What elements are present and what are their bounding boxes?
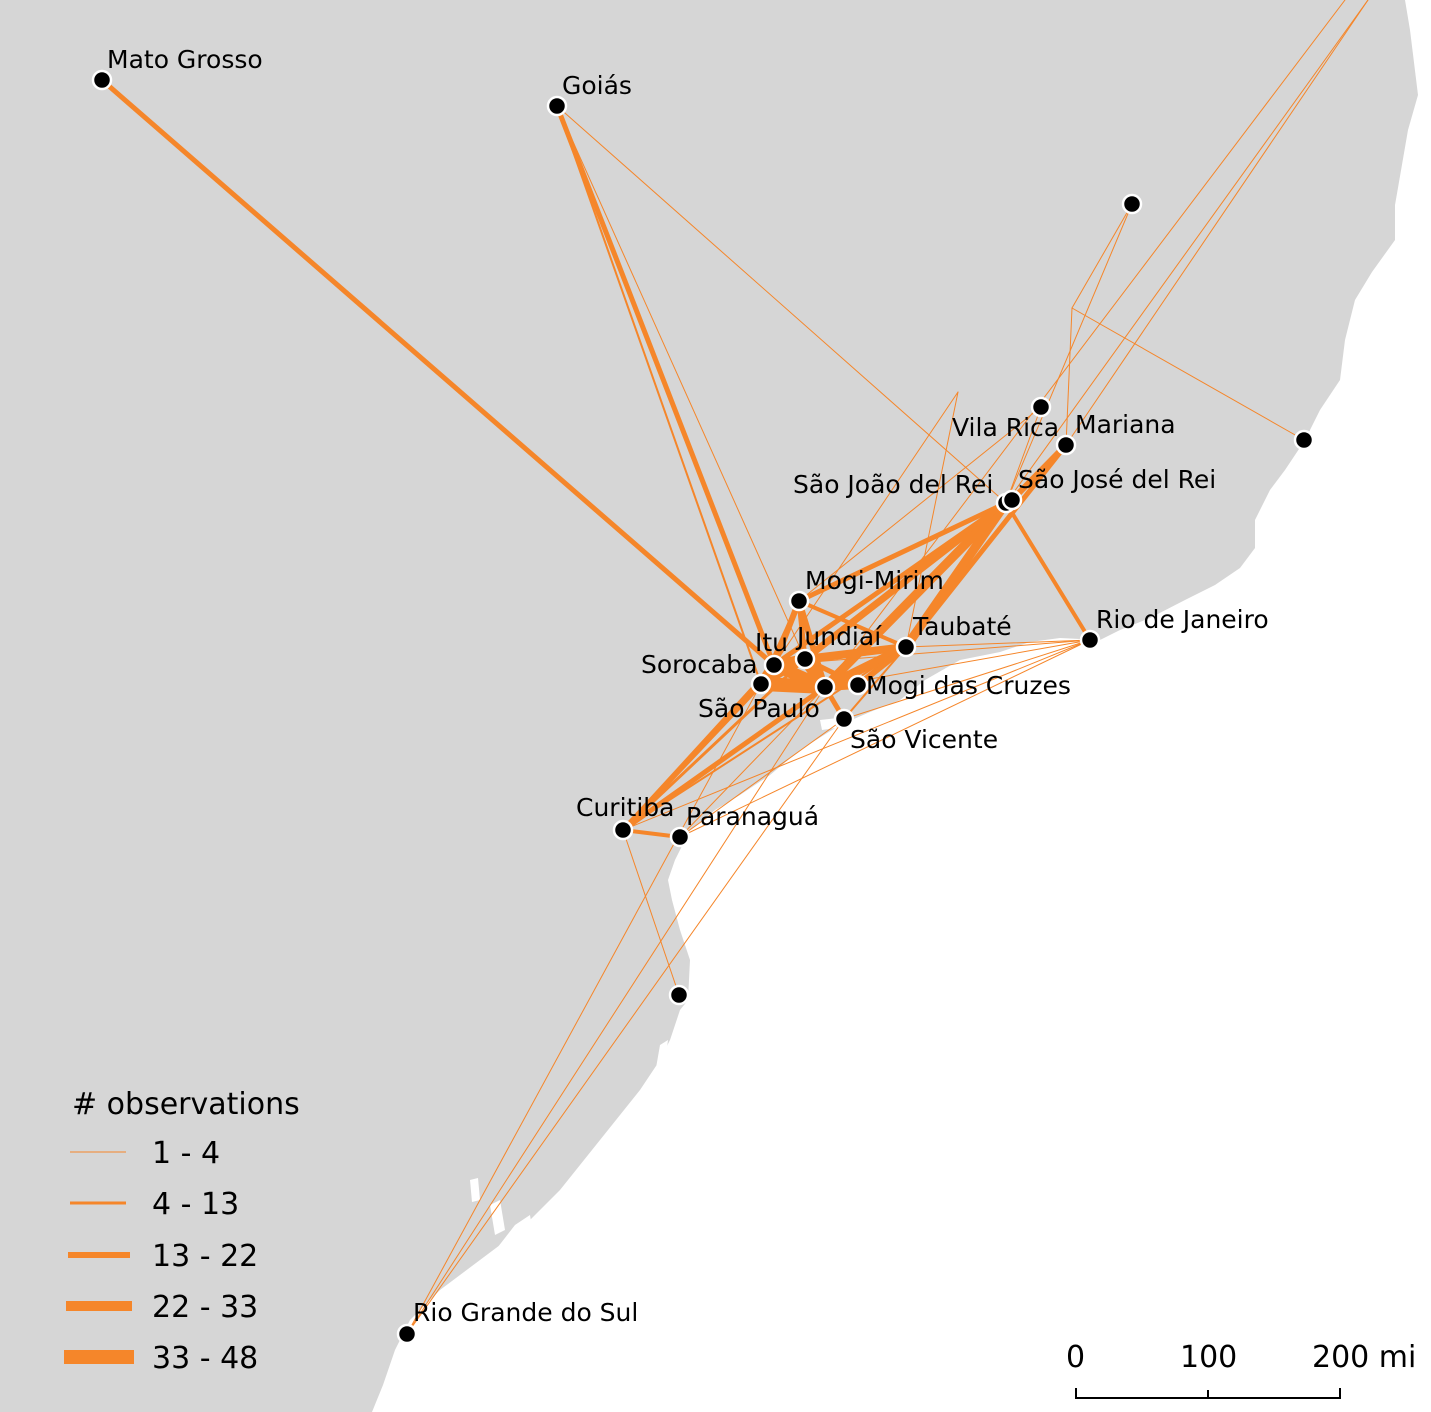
place-node-jundiai[interactable]: [794, 648, 816, 670]
flow-line: [903, 442, 1069, 650]
flow-line: [1005, 406, 1042, 504]
lagoon: [470, 1178, 480, 1202]
place-node-unlabeled-e[interactable]: [1293, 429, 1315, 451]
flow-line: [1071, 203, 1133, 309]
scale-bar: 0 100 200 mi: [1066, 1340, 1416, 1399]
place-node-sao-paulo[interactable]: [814, 676, 836, 698]
flow-line: [1004, 501, 1092, 642]
flow-line: [820, 642, 911, 692]
legend-label-1: 1 - 4: [152, 1136, 220, 1171]
flow-line: [824, 0, 1346, 688]
flow-line: [905, 639, 1091, 648]
place-node-curitiba[interactable]: [612, 819, 634, 841]
legend: # observations 1 - 4 4 - 13 13 - 22 22 -…: [64, 1087, 300, 1376]
flow-line: [621, 657, 807, 832]
flow-line: [406, 718, 845, 1335]
flow-line: [622, 639, 1091, 831]
legend-title: # observations: [72, 1087, 300, 1122]
scale-tick-0: 0: [1066, 1340, 1085, 1375]
place-node-mariana[interactable]: [1055, 434, 1077, 456]
place-node-rio-grande-do-sul[interactable]: [396, 1323, 418, 1345]
scale-tick-200: 200 mi: [1312, 1340, 1416, 1375]
flow-line: [556, 105, 806, 660]
flow-line: [1005, 0, 1369, 504]
flow-line: [679, 686, 826, 838]
legend-label-2: 4 - 13: [152, 1187, 239, 1222]
legend-label-4: 22 - 33: [152, 1290, 258, 1325]
place-label-mariana: Mariana: [1075, 410, 1176, 439]
place-labels: Mato Grosso Goiás Vila Rica Mariana São João…: [107, 45, 1269, 1327]
flow-line: [1065, 0, 1369, 446]
place-label-rio-de-janeiro: Rio de Janeiro: [1096, 605, 1269, 634]
flow-line: [797, 599, 908, 649]
place-label-rio-grande-do-sul: Rio Grande do Sul: [413, 1298, 638, 1327]
lagoon: [490, 1200, 505, 1235]
flow-line: [773, 639, 1091, 666]
flow-line: [620, 684, 828, 833]
flow-line: [99, 77, 777, 668]
place-node-sao-jose-del-rei[interactable]: [1001, 489, 1023, 511]
scale-bar-line: [1075, 1388, 1341, 1399]
place-label-sao-jose-del-rei: São José del Rei: [1018, 465, 1216, 494]
flow-line: [622, 829, 680, 996]
flow-line: [556, 105, 1007, 504]
flow-line: [905, 391, 959, 648]
flow-line: [843, 639, 1091, 720]
flow-line: [801, 643, 910, 663]
flow-line: [406, 683, 762, 1335]
flow-line: [1065, 307, 1073, 446]
legend-label-5: 33 - 48: [152, 1341, 258, 1376]
flow-line: [556, 105, 762, 685]
flow-line: [554, 103, 777, 668]
place-node-taubate[interactable]: [895, 636, 917, 658]
legend-label-3: 13 - 22: [152, 1239, 258, 1274]
place-label-taubate: Taubaté: [912, 612, 1012, 641]
place-node-unlabeled-s[interactable]: [668, 984, 690, 1006]
flow-line: [796, 500, 1009, 604]
place-node-goias[interactable]: [546, 95, 568, 117]
place-label-sorocaba: Sorocaba: [641, 650, 757, 679]
place-node-mogi-mirim[interactable]: [788, 590, 810, 612]
place-node-itu[interactable]: [763, 654, 785, 676]
lagoon: [438, 1215, 535, 1310]
place-node-mato-grosso[interactable]: [91, 69, 113, 91]
place-label-itu: Itu: [755, 628, 788, 657]
place-label-goias: Goiás: [562, 71, 632, 100]
flow-line: [1005, 203, 1133, 504]
flow-line: [823, 443, 1068, 689]
flow-line: [679, 718, 845, 838]
place-label-mogi-mirim: Mogi-Mirim: [805, 566, 944, 595]
flow-line: [679, 639, 1091, 838]
flow-line: [843, 646, 907, 720]
flow-line: [621, 663, 776, 832]
place-node-unlabeled-ne[interactable]: [1121, 193, 1143, 215]
place-label-jundiai: Jundiaí: [795, 622, 882, 651]
place-label-sao-vicente: São Vicente: [850, 725, 998, 754]
place-node-sao-vicente[interactable]: [833, 708, 855, 730]
place-label-vila-rica: Vila Rica: [952, 413, 1059, 442]
flow-line: [824, 639, 1091, 688]
place-label-sao-paulo: São Paulo: [698, 694, 820, 723]
place-node-rio-de-janeiro[interactable]: [1079, 629, 1101, 651]
place-node-mogi-das-cruzes[interactable]: [847, 674, 869, 696]
flow-line: [406, 686, 826, 1335]
flow-lines: [99, 0, 1369, 1335]
scale-tick-100: 100: [1180, 1340, 1237, 1375]
place-label-mato-grosso: Mato Grosso: [107, 45, 263, 74]
place-label-paranagua: Paranaguá: [686, 802, 819, 831]
island: [656, 1040, 668, 1070]
place-label-curitiba: Curitiba: [576, 793, 674, 822]
place-node-paranagua[interactable]: [669, 826, 691, 848]
place-node-sorocaba[interactable]: [750, 673, 772, 695]
place-label-mogi-das-cruzes: Mogi das Cruzes: [866, 671, 1071, 700]
island: [905, 700, 935, 720]
flow-line: [1071, 307, 1305, 441]
place-label-sao-joao-del-rei: São João del Rei: [793, 470, 993, 499]
place-nodes: [91, 69, 1315, 1345]
place-node-vila-rica[interactable]: [1030, 396, 1052, 418]
